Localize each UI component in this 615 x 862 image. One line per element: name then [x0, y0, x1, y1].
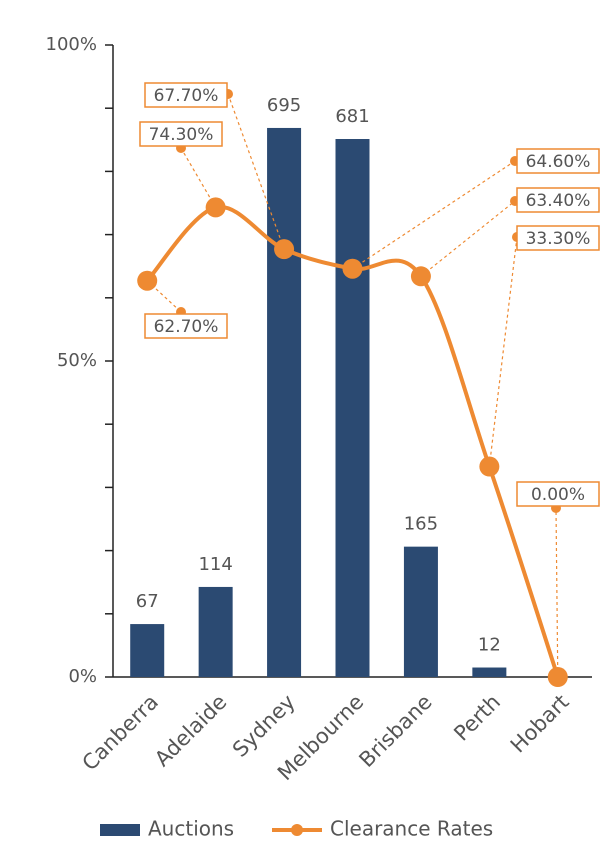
- y-tick-label: 0%: [68, 666, 97, 687]
- line-point: [274, 239, 295, 260]
- legend-label: Clearance Rates: [330, 817, 493, 841]
- bar: [198, 586, 233, 677]
- leader-line: [555, 507, 559, 678]
- label-box: [144, 313, 228, 339]
- line-point: [205, 197, 226, 218]
- line-point: [137, 270, 158, 291]
- line-point: [342, 258, 363, 279]
- label-box: [516, 148, 600, 174]
- label-box: [516, 225, 600, 251]
- bar-value-label: 114: [198, 554, 232, 575]
- line-value-label: 74.30%: [149, 125, 214, 145]
- line-value-label: 67.70%: [154, 86, 219, 106]
- bar-value-label: 695: [267, 95, 301, 116]
- bar-value-label: 165: [404, 514, 438, 535]
- legend-swatch: [100, 824, 140, 836]
- y-tick-label: 50%: [57, 350, 97, 371]
- x-tick-label: Adelaide: [150, 690, 231, 771]
- line-value-label: 33.30%: [526, 229, 591, 249]
- leader-line: [488, 236, 518, 467]
- bar-value-label: 67: [136, 591, 159, 612]
- label-box: [144, 82, 228, 108]
- label-box: [139, 121, 223, 147]
- x-tick-label: Brisbane: [355, 690, 437, 772]
- x-tick-label: Hobart: [506, 690, 574, 758]
- bar: [403, 546, 438, 677]
- bar: [267, 127, 302, 677]
- line-value-label: 62.70%: [154, 317, 219, 337]
- label-box: [516, 187, 600, 213]
- bar-value-label: 681: [335, 106, 369, 127]
- y-tick-label: 100%: [46, 34, 97, 55]
- legend-label: Auctions: [148, 817, 234, 841]
- line-point: [410, 266, 431, 287]
- leader-line: [180, 147, 217, 208]
- bar: [130, 624, 165, 677]
- line-point: [479, 456, 500, 477]
- line-point: [547, 667, 568, 687]
- line-value-label: 0.00%: [531, 485, 585, 505]
- bar-value-label: 12: [478, 635, 501, 656]
- leader-line: [352, 160, 516, 270]
- line-value-label: 63.40%: [526, 191, 591, 211]
- x-tick-label: Perth: [449, 690, 505, 746]
- leader-line: [420, 200, 516, 277]
- bar: [335, 139, 370, 677]
- label-box: [516, 481, 600, 507]
- legend-dot: [291, 824, 303, 836]
- bar: [472, 667, 507, 677]
- line-value-label: 64.60%: [526, 152, 591, 172]
- x-tick-label: Canberra: [78, 690, 163, 775]
